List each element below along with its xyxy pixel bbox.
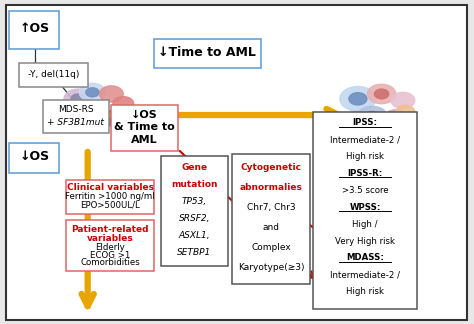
Circle shape xyxy=(64,89,92,109)
Circle shape xyxy=(396,105,415,118)
Circle shape xyxy=(383,110,408,127)
Text: Complex: Complex xyxy=(252,243,291,252)
Text: MDS-RS: MDS-RS xyxy=(58,105,94,114)
FancyBboxPatch shape xyxy=(111,105,178,151)
Text: ↑OS: ↑OS xyxy=(19,22,49,35)
Text: ↓OS: ↓OS xyxy=(131,110,158,120)
Circle shape xyxy=(367,84,396,104)
Text: variables: variables xyxy=(87,234,134,243)
Text: Very High risk: Very High risk xyxy=(335,237,395,246)
Text: Cytogenetic: Cytogenetic xyxy=(241,163,302,172)
Circle shape xyxy=(365,111,380,122)
Text: Elderly: Elderly xyxy=(95,243,125,252)
Text: IPSS:: IPSS: xyxy=(353,118,377,127)
FancyBboxPatch shape xyxy=(232,154,310,284)
FancyBboxPatch shape xyxy=(9,11,59,49)
Text: >3.5 score: >3.5 score xyxy=(342,186,388,195)
Circle shape xyxy=(81,115,94,124)
Text: TP53,: TP53, xyxy=(182,197,207,206)
Text: High risk: High risk xyxy=(346,152,384,161)
Text: SRSF2,: SRSF2, xyxy=(179,214,210,223)
Text: Intermediate-2 /: Intermediate-2 / xyxy=(330,135,400,144)
Circle shape xyxy=(100,86,123,102)
Text: Karyotype(≥3): Karyotype(≥3) xyxy=(238,263,305,272)
Text: IPSS-R:: IPSS-R: xyxy=(347,169,383,178)
Text: -Y, del(11q): -Y, del(11q) xyxy=(27,70,79,79)
Circle shape xyxy=(71,94,85,104)
Text: MDASS:: MDASS: xyxy=(346,253,384,262)
Circle shape xyxy=(349,93,367,105)
Circle shape xyxy=(64,100,88,117)
Circle shape xyxy=(345,111,366,125)
Text: SETBP1: SETBP1 xyxy=(177,248,211,257)
Text: & Time to: & Time to xyxy=(114,122,175,132)
Text: and: and xyxy=(263,223,280,232)
Text: + SF3B1mut: + SF3B1mut xyxy=(47,118,104,127)
Text: ↓OS: ↓OS xyxy=(19,150,49,163)
Circle shape xyxy=(95,110,118,126)
Circle shape xyxy=(86,88,99,97)
FancyBboxPatch shape xyxy=(43,100,109,133)
Text: WPSS:: WPSS: xyxy=(349,203,381,212)
FancyBboxPatch shape xyxy=(66,220,154,271)
Text: Comorbidities: Comorbidities xyxy=(80,258,140,267)
Text: Chr7, Chr3: Chr7, Chr3 xyxy=(247,203,296,212)
Circle shape xyxy=(74,111,101,129)
FancyBboxPatch shape xyxy=(313,112,417,309)
Text: mutation: mutation xyxy=(171,180,218,189)
Text: Clinical variables: Clinical variables xyxy=(67,183,154,192)
FancyBboxPatch shape xyxy=(9,143,59,173)
Circle shape xyxy=(391,92,415,109)
Text: High risk: High risk xyxy=(346,287,384,296)
Text: ↓Time to AML: ↓Time to AML xyxy=(158,46,256,59)
Text: ASXL1,: ASXL1, xyxy=(179,231,210,240)
FancyBboxPatch shape xyxy=(66,180,154,214)
Text: ECOG >1: ECOG >1 xyxy=(90,251,130,260)
Text: AML: AML xyxy=(131,135,158,145)
Circle shape xyxy=(374,89,389,99)
FancyBboxPatch shape xyxy=(161,156,228,266)
Circle shape xyxy=(340,87,376,111)
Text: abnormalies: abnormalies xyxy=(240,183,303,192)
Circle shape xyxy=(70,104,82,113)
Circle shape xyxy=(357,106,387,127)
Text: EPO>500UL/L: EPO>500UL/L xyxy=(80,201,140,210)
FancyBboxPatch shape xyxy=(19,63,88,87)
Circle shape xyxy=(113,110,134,124)
Circle shape xyxy=(113,97,134,111)
Text: Ferritin >1000 ng/ml: Ferritin >1000 ng/ml xyxy=(65,192,155,201)
Text: Patient-related: Patient-related xyxy=(72,225,149,234)
Text: Gene: Gene xyxy=(181,163,208,172)
Text: High /: High / xyxy=(352,220,378,229)
Circle shape xyxy=(79,83,106,101)
Text: Intermediate-2 /: Intermediate-2 / xyxy=(330,270,400,279)
FancyBboxPatch shape xyxy=(154,39,261,68)
FancyBboxPatch shape xyxy=(6,5,467,320)
